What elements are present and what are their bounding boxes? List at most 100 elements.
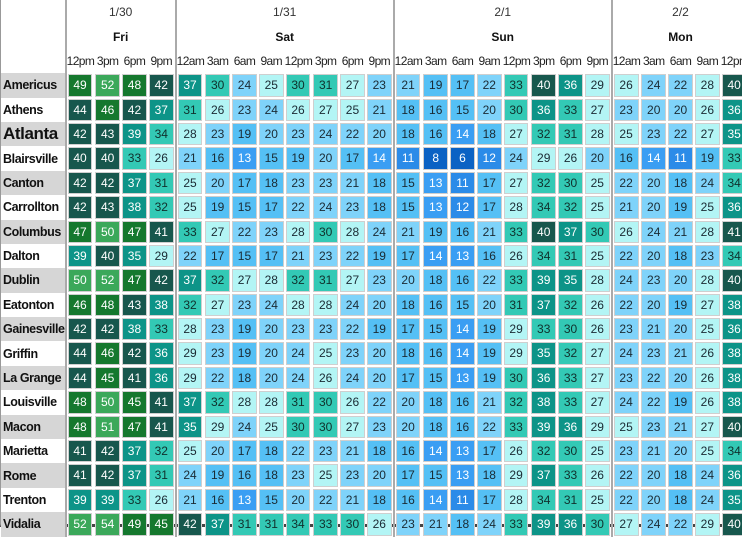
heatmap-cell: 31 bbox=[177, 98, 203, 121]
heatmap-cell-wrapper: 29 bbox=[694, 512, 721, 536]
heatmap-cell: 22 bbox=[613, 488, 639, 512]
heatmap-cell-wrapper: 18 bbox=[392, 97, 423, 122]
heatmap-cell-wrapper: 27 bbox=[204, 220, 231, 244]
heatmap-cell: 54 bbox=[95, 513, 121, 536]
heatmap-cell: 18 bbox=[366, 440, 392, 463]
heatmap-cell: 12 bbox=[450, 196, 475, 219]
heatmap-cell: 27 bbox=[694, 293, 720, 317]
heatmap-cell-wrapper: 18 bbox=[366, 439, 393, 463]
heatmap-cell: 28 bbox=[340, 220, 365, 243]
heatmap-cell: 24 bbox=[613, 269, 639, 292]
heatmap-cell-wrapper: 42 bbox=[94, 463, 121, 487]
heatmap-cell: 28 bbox=[694, 74, 720, 97]
heatmap-cell: 27 bbox=[313, 98, 339, 121]
heatmap-cell: 21 bbox=[340, 171, 365, 195]
heatmap-cell: 20 bbox=[258, 366, 284, 390]
heatmap-cell-wrapper: 33 bbox=[557, 366, 584, 390]
city-label: Dalton bbox=[1, 243, 65, 269]
heatmap-cell-wrapper: 39 bbox=[530, 512, 557, 536]
heatmap-cell-wrapper: 48 bbox=[64, 414, 95, 440]
heatmap-cell: 15 bbox=[232, 244, 257, 268]
heatmap-cell: 31 bbox=[148, 171, 174, 195]
heatmap-cell: 41 bbox=[148, 220, 174, 243]
heatmap-cell: 15 bbox=[450, 293, 475, 317]
heatmap-cell: 16 bbox=[423, 293, 449, 317]
heatmap-cell: 16 bbox=[476, 244, 502, 268]
heatmap-cell: 15 bbox=[232, 196, 257, 219]
heatmap-cell: 15 bbox=[450, 98, 475, 121]
heatmap-cell-wrapper: 19 bbox=[204, 195, 231, 219]
heatmap-cell: 19 bbox=[366, 318, 392, 341]
heatmap-cell: 23 bbox=[313, 440, 339, 463]
heatmap-cell-wrapper: 25 bbox=[584, 171, 611, 195]
heatmap-cell-wrapper: 24 bbox=[258, 98, 285, 122]
heatmap-cell-wrapper: 22 bbox=[667, 512, 694, 536]
heatmap-cell-wrapper: 49 bbox=[121, 512, 148, 536]
heatmap-cell: 47 bbox=[122, 269, 147, 292]
heatmap-cell-wrapper: 16 bbox=[392, 487, 423, 513]
heatmap-cell: 11 bbox=[450, 488, 475, 512]
heatmap-cell: 26 bbox=[613, 220, 639, 243]
heatmap-cell: 48 bbox=[95, 293, 121, 317]
heatmap-cell-wrapper: 30 bbox=[312, 415, 339, 439]
heatmap-cell: 32 bbox=[148, 440, 174, 463]
heatmap-cell: 28 bbox=[232, 391, 257, 414]
heatmap-cell-wrapper: 40 bbox=[94, 146, 121, 170]
heatmap-cell: 17 bbox=[232, 440, 257, 463]
heatmap-cell-wrapper: 13 bbox=[422, 171, 449, 195]
heatmap-cell-wrapper: 26 bbox=[148, 146, 175, 170]
heatmap-cell-wrapper: 13 bbox=[449, 463, 476, 487]
heatmap-cell: 27 bbox=[340, 269, 365, 292]
heatmap-cell-wrapper: 39 bbox=[121, 122, 148, 146]
heatmap-cell: 22 bbox=[313, 488, 339, 512]
heatmap-cell-wrapper: 20 bbox=[366, 341, 393, 365]
heatmap-cell-wrapper: 13 bbox=[231, 146, 258, 170]
heatmap-cell: 19 bbox=[476, 318, 502, 341]
heatmap-cell: 34 bbox=[531, 488, 557, 512]
heatmap-cell: 20 bbox=[313, 147, 339, 170]
heatmap-cell: 48 bbox=[67, 391, 93, 414]
heatmap-cell: 33 bbox=[721, 147, 742, 170]
heatmap-cell: 13 bbox=[450, 366, 475, 390]
heatmap-cell: 35 bbox=[721, 488, 742, 512]
heatmap-cell: 13 bbox=[232, 488, 257, 512]
heatmap-cell-wrapper: 42 bbox=[94, 317, 121, 341]
heatmap-cell: 23 bbox=[641, 342, 667, 365]
heatmap-cell: 26 bbox=[584, 293, 610, 317]
heatmap-cell-wrapper: 35 bbox=[530, 341, 557, 365]
heatmap-cell: 19 bbox=[668, 196, 693, 219]
heatmap-cell-wrapper: 51 bbox=[94, 415, 121, 439]
heatmap-cell: 24 bbox=[313, 196, 339, 219]
heatmap-cell-wrapper: 24 bbox=[285, 341, 313, 365]
heatmap-cell: 22 bbox=[476, 74, 502, 97]
heatmap-cell: 16 bbox=[450, 269, 475, 292]
heatmap-cell-wrapper: 19 bbox=[422, 73, 449, 97]
heatmap-cell: 13 bbox=[450, 244, 475, 268]
heatmap-cell-wrapper: 29 bbox=[503, 317, 531, 341]
time-label: 12am bbox=[392, 48, 423, 74]
heatmap-cell: 22 bbox=[613, 244, 639, 268]
heatmap-cell-wrapper: 49 bbox=[64, 73, 95, 98]
heatmap-cell-wrapper: 33 bbox=[174, 219, 205, 244]
heatmap-cell-wrapper: 18 bbox=[667, 488, 694, 512]
heatmap-cell-wrapper: 13 bbox=[422, 195, 449, 219]
heatmap-cell: 19 bbox=[205, 464, 231, 487]
heatmap-cell-wrapper: 30 bbox=[584, 512, 611, 536]
heatmap-cell: 34 bbox=[531, 196, 557, 219]
heatmap-cell-wrapper: 23 bbox=[610, 365, 641, 391]
heatmap-cell: 26 bbox=[694, 342, 720, 365]
heatmap-cell: 23 bbox=[205, 122, 231, 146]
heatmap-cell-wrapper: 23 bbox=[610, 317, 641, 342]
heatmap-cell-wrapper: 27 bbox=[503, 171, 531, 195]
heatmap-cell-wrapper: 8 bbox=[422, 146, 449, 170]
heatmap-cell: 22 bbox=[205, 366, 231, 390]
heatmap-cell-wrapper: 6 bbox=[449, 146, 476, 170]
heatmap-cell: 27 bbox=[503, 171, 529, 195]
heatmap-cell-wrapper: 12 bbox=[449, 195, 476, 219]
heatmap-cell: 42 bbox=[67, 318, 93, 341]
heatmap-cell: 27 bbox=[503, 122, 529, 146]
heatmap-cell: 30 bbox=[558, 171, 583, 195]
heatmap-cell-wrapper: 30 bbox=[557, 439, 584, 463]
heatmap-cell: 46 bbox=[95, 342, 121, 365]
heatmap-cell-wrapper: 21 bbox=[667, 415, 694, 439]
